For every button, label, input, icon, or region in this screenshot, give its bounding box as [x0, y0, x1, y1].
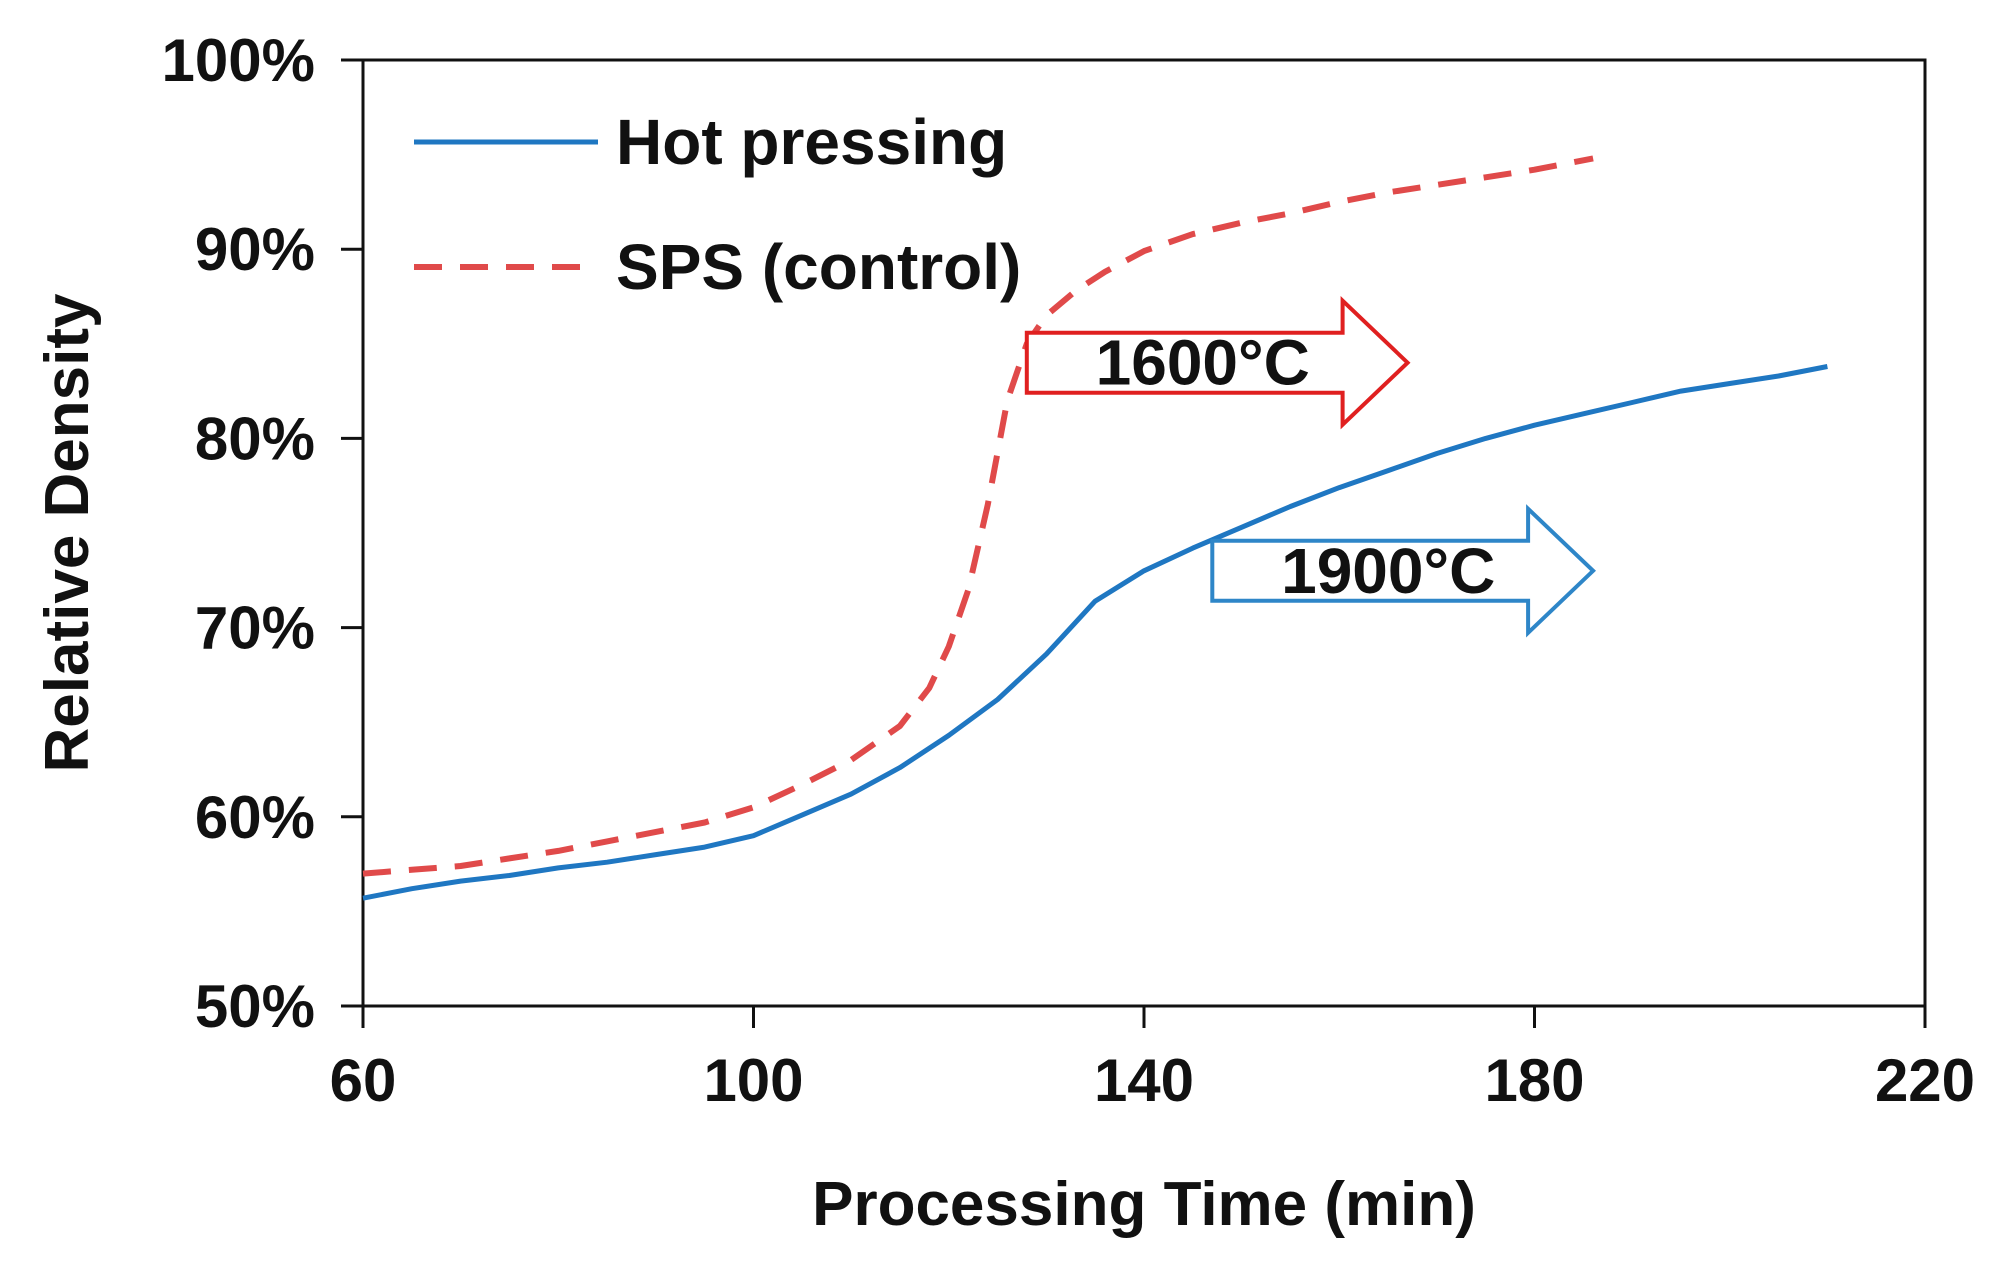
x-tick-label: 100 [703, 1047, 803, 1114]
y-tick-label: 100% [162, 27, 315, 94]
x-axis: 60 100 140 180 220 [330, 1006, 1975, 1114]
y-axis-title: Relative Density [33, 293, 102, 773]
annotation-label: 1900°C [1281, 535, 1495, 607]
x-axis-title: Processing Time (min) [812, 1170, 1476, 1239]
y-axis: 50% 60% 70% 80% 90% 100% [162, 27, 363, 1040]
legend-label-hot-pressing: Hot pressing [616, 106, 1007, 178]
legend: Hot pressing SPS (control) [414, 106, 1021, 303]
x-tick-label: 180 [1484, 1047, 1584, 1114]
legend-label-sps-control: SPS (control) [616, 231, 1021, 303]
y-tick-label: 70% [195, 595, 315, 662]
y-tick-label: 90% [195, 216, 315, 283]
annotation-label: 1600°C [1096, 327, 1310, 399]
x-tick-label: 60 [330, 1047, 397, 1114]
series-line-hot-pressing [363, 367, 1827, 899]
y-tick-label: 50% [195, 973, 315, 1040]
y-tick-label: 80% [195, 405, 315, 472]
annotation-layer: 1600°C 1900°C [1027, 301, 1593, 633]
x-tick-label: 220 [1875, 1047, 1975, 1114]
series-layer [363, 158, 1828, 898]
y-tick-label: 60% [195, 784, 315, 851]
x-tick-label: 140 [1094, 1047, 1194, 1114]
